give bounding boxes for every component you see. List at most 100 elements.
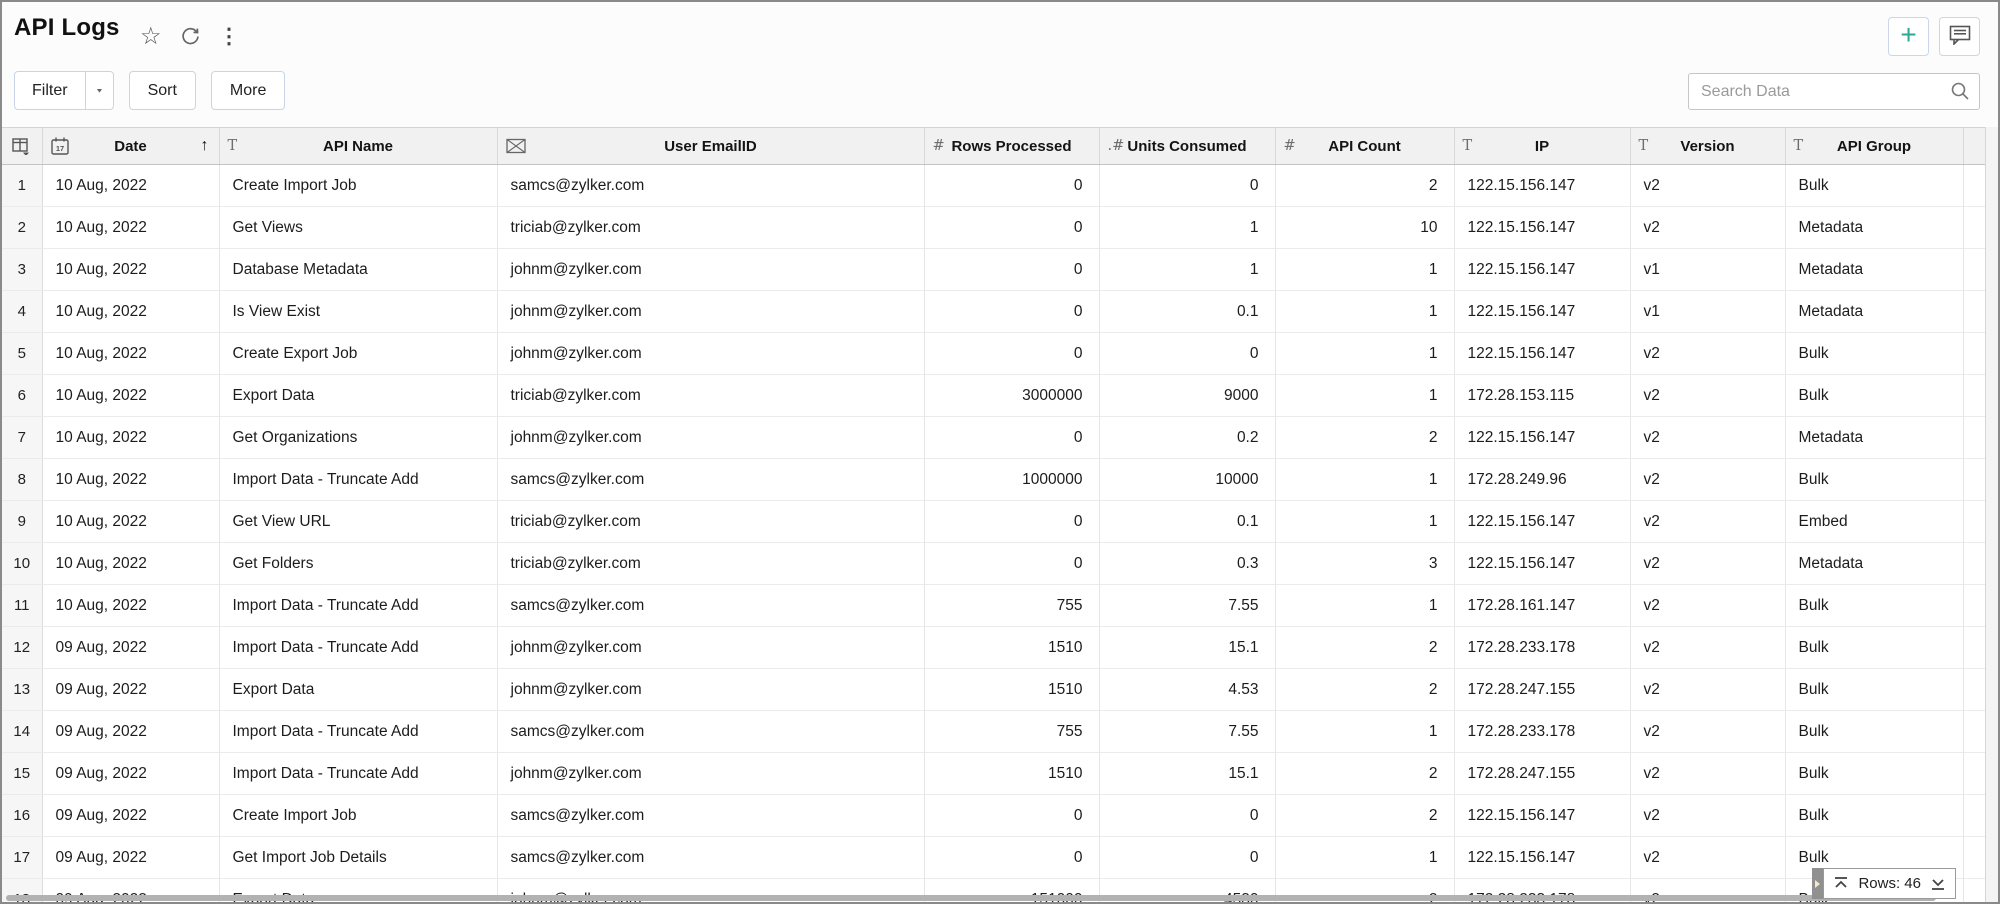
column-label: IP	[1534, 137, 1550, 155]
cell-rownum: 13	[2, 668, 43, 711]
cell-rownum: 9	[2, 500, 43, 543]
cell-date: 10 Aug, 2022	[42, 332, 220, 375]
cell-rows_processed: 0	[924, 542, 1100, 585]
cell-api_group: Bulk	[1785, 710, 1964, 753]
cell-units_consumed: 7.55	[1099, 710, 1276, 753]
column-label: User EmailID	[664, 137, 757, 155]
cell-filler	[1963, 164, 1986, 207]
cell-version: v2	[1630, 794, 1786, 837]
cell-filler	[1963, 710, 1986, 753]
cell-filler	[1963, 626, 1986, 669]
column-header-version[interactable]: T Version	[1630, 127, 1786, 165]
cell-api_count: 1	[1275, 458, 1455, 501]
table-row[interactable]: 10 10 Aug, 2022 Get Folders triciab@zylker.…	[2, 542, 1986, 585]
go-to-bottom-button[interactable]	[1930, 876, 1946, 891]
column-header-api-name[interactable]: T API Name	[219, 127, 498, 165]
column-header-units-consumed[interactable]: .# Units Consumed	[1099, 127, 1276, 165]
cell-api_count: 1	[1275, 500, 1455, 543]
kebab-menu-icon[interactable]: ⋮	[218, 25, 240, 48]
horizontal-scrollbar[interactable]	[6, 895, 1936, 901]
comment-icon	[1949, 25, 1971, 48]
vertical-scrollbar[interactable]	[1985, 127, 1998, 902]
cell-rownum: 15	[2, 752, 43, 795]
comment-button[interactable]	[1939, 17, 1980, 56]
search-icon[interactable]	[1950, 81, 1970, 106]
cell-api_group: Metadata	[1785, 416, 1964, 459]
table-row[interactable]: 15 09 Aug, 2022 Import Data - Truncate Add…	[2, 752, 1986, 795]
add-button[interactable]: +	[1888, 17, 1929, 56]
cell-filler	[1963, 542, 1986, 585]
more-button[interactable]: More	[210, 71, 286, 110]
cell-units_consumed: 4.53	[1099, 668, 1276, 711]
cell-email: samcs@zylker.com	[497, 836, 925, 879]
column-chooser-header[interactable]	[2, 127, 43, 165]
cell-units_consumed: 0.1	[1099, 500, 1276, 543]
cell-api_count: 1	[1275, 374, 1455, 417]
cell-units_consumed: 0.2	[1099, 416, 1276, 459]
column-header-rows-processed[interactable]: # Rows Processed	[924, 127, 1100, 165]
cell-units_consumed: 9000	[1099, 374, 1276, 417]
cell-email: johnm@zylker.com	[497, 416, 925, 459]
cell-api_group: Metadata	[1785, 290, 1964, 333]
column-header-api-group[interactable]: T API Group	[1785, 127, 1964, 165]
filter-dropdown-button[interactable]: ▼	[84, 72, 113, 109]
cell-api_name: Get Import Job Details	[219, 836, 498, 879]
cell-api_count: 2	[1275, 794, 1455, 837]
cell-version: v2	[1630, 164, 1786, 207]
table-row[interactable]: 1 10 Aug, 2022 Create Import Job samcs@zylk…	[2, 164, 1986, 207]
go-to-top-button[interactable]	[1833, 876, 1849, 891]
column-header-ip[interactable]: T IP	[1454, 127, 1631, 165]
number-type-icon: #	[1283, 138, 1296, 154]
refresh-icon[interactable]	[180, 26, 201, 47]
cell-api_count: 2	[1275, 626, 1455, 669]
column-header-user-emailid[interactable]: User EmailID	[497, 127, 925, 165]
cell-version: v1	[1630, 248, 1786, 291]
star-icon[interactable]: ☆	[140, 22, 162, 50]
cell-rownum: 2	[2, 206, 43, 249]
cell-api_name: Get Folders	[219, 542, 498, 585]
sort-button[interactable]: Sort	[128, 71, 196, 110]
table-row[interactable]: 14 09 Aug, 2022 Import Data - Truncate Add…	[2, 710, 1986, 753]
cell-version: v2	[1630, 752, 1786, 795]
column-header-date[interactable]: 17 Date ↑	[42, 127, 220, 165]
cell-rownum: 3	[2, 248, 43, 291]
table-row[interactable]: 7 10 Aug, 2022 Get Organizations johnm@zylk…	[2, 416, 1986, 459]
cell-date: 10 Aug, 2022	[42, 206, 220, 249]
search-input[interactable]	[1688, 73, 1980, 110]
cell-ip: 172.28.247.155	[1454, 752, 1631, 795]
table-row[interactable]: 4 10 Aug, 2022 Is View Exist johnm@zylker.c…	[2, 290, 1986, 333]
filter-button[interactable]: Filter	[32, 81, 68, 99]
cell-rows_processed: 1510	[924, 668, 1100, 711]
cell-api_group: Metadata	[1785, 206, 1964, 249]
table-row[interactable]: 9 10 Aug, 2022 Get View URL triciab@zylker.…	[2, 500, 1986, 543]
cell-email: johnm@zylker.com	[497, 752, 925, 795]
table-row[interactable]: 16 09 Aug, 2022 Create Import Job samcs@zyl…	[2, 794, 1986, 837]
cell-rows_processed: 0	[924, 836, 1100, 879]
cell-ip: 172.28.153.115	[1454, 374, 1631, 417]
cell-email: triciab@zylker.com	[497, 542, 925, 585]
table-body: 1 10 Aug, 2022 Create Import Job samcs@zylk…	[2, 164, 1986, 902]
widget-collapse-tab[interactable]	[1812, 868, 1824, 899]
table-row[interactable]: 13 09 Aug, 2022 Export Data johnm@zylker.co…	[2, 668, 1986, 711]
cell-filler	[1963, 416, 1986, 459]
table-row[interactable]: 17 09 Aug, 2022 Get Import Job Details samc…	[2, 836, 1986, 879]
table-row[interactable]: 12 09 Aug, 2022 Import Data - Truncate Add…	[2, 626, 1986, 669]
column-header-filler	[1963, 127, 1986, 165]
column-label: Rows Processed	[951, 137, 1072, 155]
cell-ip: 122.15.156.147	[1454, 500, 1631, 543]
cell-rownum: 14	[2, 710, 43, 753]
table-row[interactable]: 3 10 Aug, 2022 Database Metadata johnm@zylk…	[2, 248, 1986, 291]
table-row[interactable]: 8 10 Aug, 2022 Import Data - Truncate Add s…	[2, 458, 1986, 501]
table-row[interactable]: 5 10 Aug, 2022 Create Export Job johnm@zylk…	[2, 332, 1986, 375]
cell-api_count: 10	[1275, 206, 1455, 249]
cell-rows_processed: 0	[924, 206, 1100, 249]
column-header-api-count[interactable]: # API Count	[1275, 127, 1455, 165]
cell-rownum: 12	[2, 626, 43, 669]
cell-api_name: Import Data - Truncate Add	[219, 626, 498, 669]
table-row[interactable]: 11 10 Aug, 2022 Import Data - Truncate Add…	[2, 584, 1986, 627]
cell-rows_processed: 755	[924, 710, 1100, 753]
cell-api_group: Bulk	[1785, 458, 1964, 501]
table-row[interactable]: 2 10 Aug, 2022 Get Views triciab@zylker.com…	[2, 206, 1986, 249]
cell-rownum: 1	[2, 164, 43, 207]
table-row[interactable]: 6 10 Aug, 2022 Export Data triciab@zylker.c…	[2, 374, 1986, 417]
